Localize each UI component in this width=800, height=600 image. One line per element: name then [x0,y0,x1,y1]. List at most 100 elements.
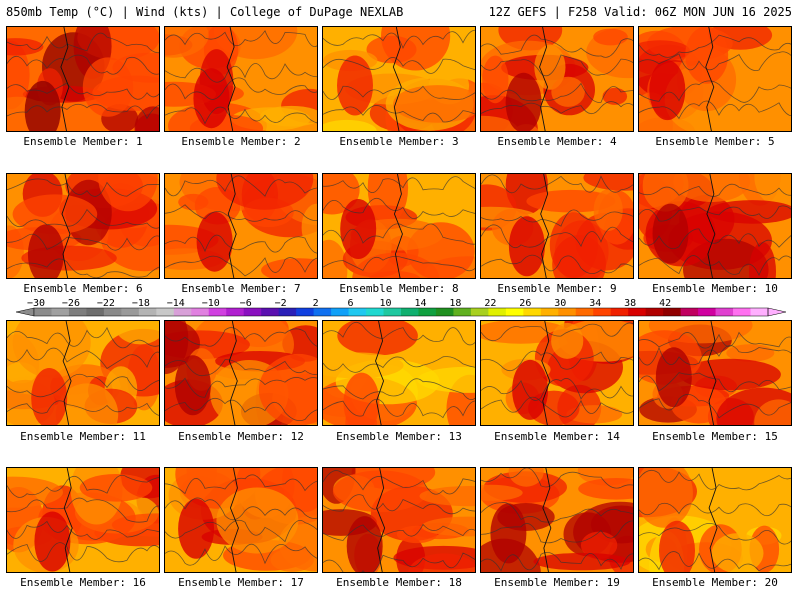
colorbar-tick-label: 30 [554,298,567,309]
colorbar-segment [208,308,227,316]
ensemble-member-label: Ensemble Member: 9 [497,282,617,295]
colorbar-segment [383,308,402,316]
header-left-title: 850mb Temp (°C) | Wind (kts) | College o… [6,5,404,19]
temperature-field-map [481,468,633,572]
ensemble-member-map [480,26,634,132]
temperature-field-map [639,27,791,131]
temperature-field-map [323,27,475,131]
ensemble-member-label: Ensemble Member: 3 [339,135,459,148]
colorbar-tick-label: −26 [61,298,80,309]
colorbar-segment [610,308,629,316]
colorbar-segment [296,308,315,316]
temperature-field-map [165,174,317,278]
ensemble-member-map [6,467,160,573]
colorbar-segment [470,308,489,316]
ensemble-member-map [164,173,318,279]
ensemble-member-map [164,467,318,573]
colorbar-tick-label: 14 [414,298,427,309]
temperature-field-map [639,174,791,278]
colorbar-segment [103,308,122,316]
colorbar-segment [750,308,769,316]
colorbar-tick-label: 38 [624,298,637,309]
temperature-field-map [639,468,791,572]
ensemble-member-map [164,320,318,426]
temperature-field-map [639,321,791,425]
colorbar-segment [226,308,245,316]
ensemble-member-label: Ensemble Member: 11 [20,430,146,443]
ensemble-member-map [6,26,160,132]
ensemble-member-map [6,173,160,279]
colorbar-segment [121,308,140,316]
colorbar-segment [191,308,210,316]
colorbar-segment [156,308,175,316]
temperature-field-map [7,468,159,572]
ensemble-member-map [480,320,634,426]
colorbar-tick-label: 42 [659,298,672,309]
ensemble-member-label: Ensemble Member: 20 [652,576,778,589]
ensemble-member-map [638,467,792,573]
colorbar-segment [366,308,384,316]
ensemble-member-map [638,320,792,426]
colorbar-tick-label: −2 [274,298,287,309]
colorbar-segment [680,308,699,316]
colorbar-segment [331,308,349,316]
temperature-field-map [323,174,475,278]
ensemble-member-label: Ensemble Member: 16 [20,576,146,589]
colorbar-segment [488,308,507,316]
ensemble-member-map [322,26,476,132]
colorbar-segment [261,308,280,316]
ensemble-member-label: Ensemble Member: 17 [178,576,304,589]
ensemble-member-label: Ensemble Member: 4 [497,135,617,148]
ensemble-member-label: Ensemble Member: 2 [181,135,301,148]
ensemble-member-label: Ensemble Member: 8 [339,282,459,295]
colorbar-tick-label: 10 [379,298,392,309]
colorbar-segment [278,308,297,316]
ensemble-member-map [480,173,634,279]
ensemble-member-label: Ensemble Member: 15 [652,430,778,443]
ensemble-member-label: Ensemble Member: 18 [336,576,462,589]
colorbar-tick-label: −30 [26,298,46,309]
ensemble-member-map [638,173,792,279]
colorbar-segment [138,308,157,316]
colorbar-segment [558,308,577,316]
ensemble-member-label: Ensemble Member: 10 [652,282,778,295]
colorbar-tick-label: 18 [449,298,462,309]
colorbar-segment [715,308,734,316]
colorbar-segment [698,308,716,316]
colorbar-segment [733,308,751,316]
temperature-field-map [7,27,159,131]
ensemble-member-label: Ensemble Member: 1 [23,135,143,148]
colorbar-segment [523,308,542,316]
colorbar-tick-label: −14 [166,298,185,309]
colorbar-segment [453,308,472,316]
colorbar-segment [34,308,52,316]
ensemble-member-map [6,320,160,426]
temperature-field-map [7,321,159,425]
colorbar-tick-label: 34 [589,298,602,309]
colorbar-tick-label: 2 [312,298,319,309]
temperature-field-map [323,468,475,572]
colorbar-tick-label: 26 [519,298,532,309]
colorbar-segment [575,308,594,316]
ensemble-member-label: Ensemble Member: 19 [494,576,620,589]
colorbar-segment [628,308,647,316]
header-right-title: 12Z GEFS | F258 Valid: 06Z MON JUN 16 20… [488,5,792,19]
colorbar-tick-label: −18 [131,298,150,309]
colorbar-segment [348,308,367,316]
ensemble-member-label: Ensemble Member: 12 [178,430,304,443]
temperature-field-map [481,321,633,425]
ensemble-member-label: Ensemble Member: 13 [336,430,462,443]
colorbar-segment [418,308,437,316]
ensemble-member-map [480,467,634,573]
temperature-field-map [481,174,633,278]
colorbar-segment [313,308,332,316]
colorbar-tick-label: 6 [347,298,354,309]
ensemble-member-label: Ensemble Member: 14 [494,430,620,443]
colorbar-tick-label: 22 [484,298,497,309]
temperature-field-map [165,321,317,425]
colorbar-left-arrow [15,307,35,317]
ensemble-member-label: Ensemble Member: 6 [23,282,143,295]
colorbar-segment [505,308,524,316]
colorbar-segment [593,308,612,316]
colorbar-tick-label: −22 [96,298,115,309]
